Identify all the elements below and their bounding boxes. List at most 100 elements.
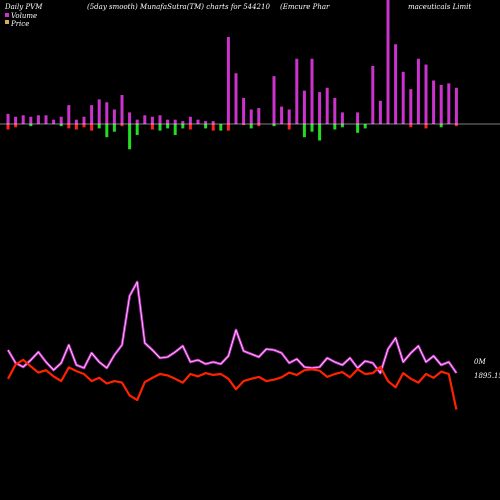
price-end-label: 1895.15 (474, 372, 500, 380)
volume-bar-up (333, 97, 337, 124)
volume-bar-down (340, 124, 344, 128)
volume-bar-up (432, 80, 436, 124)
volume-bar-up (302, 90, 306, 124)
volume-bar-up (249, 109, 253, 124)
volume-bar-up (14, 116, 18, 124)
legend-price: Price (10, 20, 29, 28)
volume-bar-down (257, 124, 261, 127)
volume-bar-up (82, 116, 86, 124)
volume-bar-down (67, 124, 71, 129)
volume-bar-down (135, 124, 139, 135)
legend-price-swatch (5, 20, 9, 24)
volume-bar-up (280, 106, 284, 124)
volume-bar-down (97, 124, 101, 129)
volume-bars (6, 0, 458, 150)
volume-bar-down (14, 124, 18, 128)
volume-bar-up (196, 119, 200, 124)
volume-bar-up (447, 83, 451, 124)
volume-bar-up (128, 112, 132, 124)
volume-bar-up (401, 71, 405, 124)
volume-bar-down (318, 124, 322, 141)
volume-bar-up (112, 109, 116, 124)
volume-bar-down (105, 124, 109, 138)
volume-bar-up (272, 76, 276, 124)
volume-bar-up (439, 84, 443, 124)
volume-bar-up (394, 44, 398, 124)
volume-bar-up (188, 116, 192, 124)
volume-bar-up (166, 119, 170, 124)
volume-bar-up (74, 119, 78, 124)
volume-bar-up (21, 115, 25, 124)
volume-bar-down (302, 124, 306, 138)
volume-bar-up (242, 97, 246, 124)
volume-bar-down (128, 124, 132, 150)
volume-bar-down (219, 124, 223, 131)
header-mid2: (Emcure Phar (280, 3, 330, 11)
volume-bar-up (409, 89, 413, 124)
volume-bar-up (226, 37, 230, 124)
volume-bar-down (166, 124, 170, 129)
volume-bar-up (295, 58, 299, 124)
volume-bar-up (340, 112, 344, 124)
price-line (7, 358, 458, 410)
volume-bar-up (287, 109, 291, 124)
legend-volume: Volume (11, 12, 37, 20)
volume-bar-down (226, 124, 230, 131)
volume-bar-down (333, 124, 337, 130)
header-right: maceuticals Limit (408, 3, 471, 11)
volume-bar-up (173, 119, 177, 124)
volume-bar-down (173, 124, 177, 135)
volume-bar-up (67, 105, 71, 124)
volume-bar-down (6, 124, 10, 130)
volume-bar-up (44, 115, 48, 124)
volume-bar-up (59, 116, 63, 124)
volume-bar-up (325, 87, 329, 124)
volume-bar-up (211, 121, 215, 124)
volume-bar-up (6, 113, 10, 124)
volume-bar-down (150, 124, 154, 130)
volume-bar-down (310, 124, 314, 132)
volume-bar-down (211, 124, 215, 131)
legend-volume-swatch (5, 13, 9, 17)
series-lines (6, 280, 458, 410)
volume-bar-down (454, 124, 458, 127)
header-left: Daily PVM (4, 3, 43, 11)
volume-bar-down (204, 124, 208, 129)
volume-bar-down (242, 124, 246, 126)
volume-bar-up (356, 112, 360, 124)
volume-bar-up (90, 105, 94, 124)
volume-bar-up (378, 100, 382, 124)
volume-bar-up (386, 0, 390, 124)
volume-bar-down (181, 124, 185, 129)
volume-bar-down (158, 124, 162, 131)
volume-bar-down (409, 124, 413, 128)
volume-bar-down (90, 124, 94, 131)
volume-bar-up (143, 115, 147, 124)
volume-bar-down (112, 124, 116, 132)
volume-bar-up (120, 95, 124, 124)
volume-bar-up (424, 64, 428, 124)
volume-bar-down (287, 124, 291, 130)
volume-bar-down (82, 124, 86, 128)
volume-bar-up (454, 87, 458, 124)
volume-bar-up (257, 108, 261, 124)
volume-bar-down (188, 124, 192, 130)
volume-bar-down (249, 124, 253, 129)
volume-bar-down (356, 124, 360, 133)
volume-bar-down (439, 124, 443, 128)
volume-bar-up (135, 119, 139, 124)
volume-bar-down (424, 124, 428, 129)
volume-bar-up (150, 116, 154, 124)
volume-bar-up (97, 99, 101, 124)
volume-bar-up (181, 121, 185, 124)
volume-bar-up (416, 58, 420, 124)
volume-bar-up (204, 121, 208, 124)
volume-bar-down (29, 124, 33, 127)
volume-bar-down (59, 124, 63, 127)
volume-bar-up (29, 116, 33, 124)
volume-bar-down (74, 124, 78, 130)
volume-bar-down (363, 124, 367, 129)
volume-bar-up (52, 119, 56, 124)
header-mid1: (5day smooth) MunafaSutra(TM) charts for… (87, 3, 270, 11)
